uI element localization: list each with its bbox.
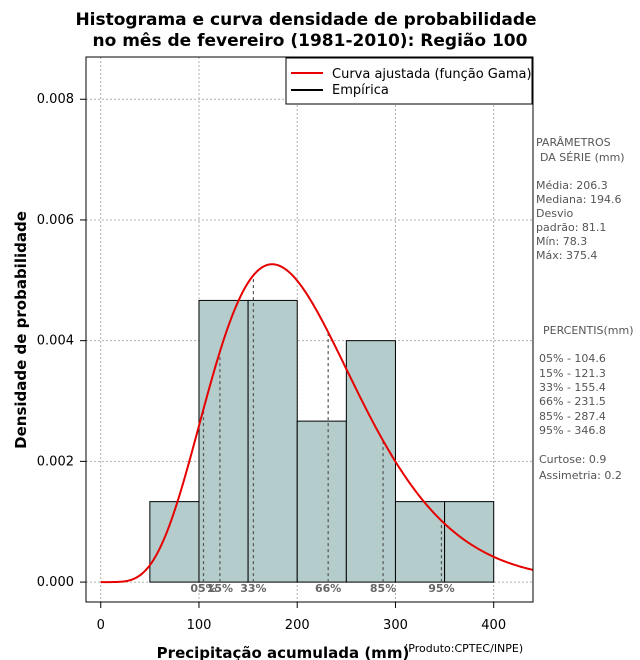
param-max: Máx: 375.4 [536, 249, 597, 262]
y-axis-label: Densidade de probabilidade [12, 211, 30, 449]
histogram-bar-3 [296, 420, 347, 583]
histogram-bar-5 [394, 501, 446, 583]
legend: Curva ajustada (função Gama) Empírica [285, 57, 533, 105]
percentis-title: PERCENTIS(mm) [543, 324, 634, 337]
x-tick-label-2: 200 [285, 618, 310, 633]
x-tick-label-3: 300 [383, 618, 408, 633]
percentil-85: 85% - 287.4 [539, 410, 606, 423]
histogram-bar-4 [345, 340, 396, 583]
gamma-fit-curve [100, 263, 534, 584]
y-axis: 0.000 0.002 0.004 0.006 0.008 [37, 92, 87, 590]
percentile-label-3: 66% [315, 582, 341, 595]
param-media: Média: 206.3 [536, 179, 608, 192]
legend-box [285, 57, 533, 105]
percentile-lines [202, 275, 443, 583]
histogram-bar-6 [444, 501, 495, 583]
legend-empirical-label: Empírica [332, 83, 389, 98]
param-desvio-2: padrão: 81.1 [536, 221, 606, 234]
y-tick-label-4: 0.008 [37, 92, 74, 107]
y-tick-label-3: 0.006 [37, 213, 74, 228]
chart-title-line2: no mês de fevereiro (1981-2010): Região … [93, 31, 528, 51]
param-desvio-1: Desvio [536, 207, 574, 220]
x-axis: 0 100 200 300 400 [97, 601, 506, 633]
x-tick-label-1: 100 [187, 618, 212, 633]
percentiles-panel: PERCENTIS(mm) 05% - 104.6 15% - 121.3 33… [539, 324, 634, 482]
percentil-15: 15% - 121.3 [539, 367, 606, 380]
percentil-05: 05% - 104.6 [539, 352, 606, 365]
y-tick-label-0: 0.000 [37, 575, 74, 590]
x-tick-label-4: 400 [481, 618, 506, 633]
assimetria: Assimetria: 0.2 [539, 469, 622, 482]
params-title-2: DA SÉRIE (mm) [540, 151, 625, 164]
legend-curve-label: Curva ajustada (função Gama) [332, 67, 532, 82]
y-tick-label-2: 0.004 [37, 334, 74, 349]
percentile-label-5: 95% [428, 582, 454, 595]
x-axis-label: Precipitação acumulada (mm) [157, 644, 410, 660]
percentil-66: 66% - 231.5 [539, 395, 606, 408]
param-min: Mín: 78.3 [536, 235, 587, 248]
param-mediana: Mediana: 194.6 [536, 193, 621, 206]
params-title-1: PARÂMETROS [536, 136, 611, 149]
percentile-label-1: 15% [207, 582, 233, 595]
histogram-bar-0 [149, 501, 200, 583]
chart-title-line1: Histograma e curva densidade de probabil… [75, 10, 536, 30]
y-tick-label-1: 0.002 [37, 454, 74, 469]
histogram-bar-2 [247, 299, 298, 583]
percentile-label-4: 85% [370, 582, 396, 595]
percentile-label-0: 05% [190, 582, 216, 595]
percentile-labels: 05%15% 33% 66% 85% 95% [190, 582, 454, 595]
product-credit: (Produto:CPTEC/INPE) [404, 642, 523, 655]
x-tick-label-0: 0 [97, 618, 105, 633]
series-parameters-panel: PARÂMETROS DA SÉRIE (mm) Média: 206.3 Me… [536, 136, 625, 262]
percentil-95: 95% - 346.8 [539, 424, 606, 437]
percentil-33: 33% - 155.4 [539, 381, 606, 394]
curtose: Curtose: 0.9 [539, 453, 606, 466]
histogram-bars [149, 299, 495, 583]
percentile-label-2: 33% [240, 582, 266, 595]
